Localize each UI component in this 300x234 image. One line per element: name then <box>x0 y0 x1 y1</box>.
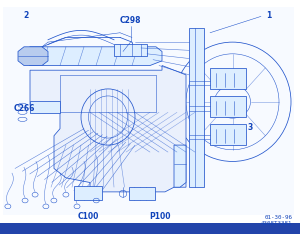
Bar <box>210 68 246 89</box>
Bar <box>74 186 102 200</box>
Text: C298: C298 <box>120 16 141 25</box>
Text: 2: 2 <box>23 11 28 20</box>
Polygon shape <box>24 47 162 66</box>
Bar <box>210 124 246 145</box>
Polygon shape <box>30 66 186 192</box>
Bar <box>210 96 246 117</box>
Bar <box>3 7 294 215</box>
Text: C266: C266 <box>14 104 35 113</box>
Polygon shape <box>174 145 186 187</box>
Bar <box>129 187 154 200</box>
Bar <box>114 44 147 56</box>
Bar <box>30 101 60 113</box>
Polygon shape <box>189 28 204 187</box>
Text: P100: P100 <box>150 212 171 221</box>
Text: C100: C100 <box>78 212 99 221</box>
Bar <box>0 223 300 234</box>
Text: 4308T3381: 4308T3381 <box>261 221 292 226</box>
Text: 1: 1 <box>266 11 271 20</box>
Text: 3: 3 <box>248 123 253 132</box>
Text: 01-30-96: 01-30-96 <box>265 215 292 220</box>
Polygon shape <box>18 47 48 66</box>
